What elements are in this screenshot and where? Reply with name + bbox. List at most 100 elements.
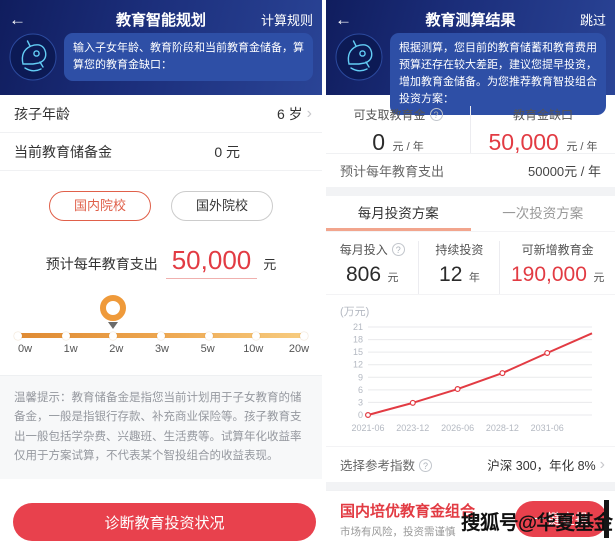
reference-index-label-text: 选择参考指数 — [340, 459, 416, 473]
new-fund-stat: 可新增教育金 190,000 元 — [499, 241, 615, 294]
svg-text:2023-12: 2023-12 — [396, 423, 429, 433]
monthly-input-label: 每月投入 — [339, 243, 388, 257]
slider-tick-label: 20w — [288, 343, 310, 355]
assistant-bubble: 输入子女年龄、教育阶段和当前教育金储备，算算您的教育金缺口： — [64, 33, 313, 82]
svg-text:2021-06: 2021-06 — [351, 423, 384, 433]
growth-chart-block: (万元) 0 3 6 9 12 15 18 21 2021-06 2023-12 2026-06 20… — [326, 294, 615, 446]
child-age-value: 6 岁 › — [277, 104, 312, 124]
back-icon[interactable]: ← — [335, 9, 352, 29]
help-icon[interactable]: ? — [391, 243, 405, 256]
section-divider — [326, 482, 615, 490]
right-page-title: 教育测算结果 — [425, 11, 516, 29]
diagnose-investment-button[interactable]: 诊断教育投资状况 — [13, 503, 316, 541]
bottom-action-bar: 国内培优教育金组合 市场有风险，投资需谨慎 一键定投 — [326, 490, 615, 542]
reserve-label: 当前教育储备金 — [14, 143, 112, 160]
monthly-input-unit: 元 — [387, 272, 399, 284]
child-age-label: 孩子年龄 — [14, 105, 70, 122]
svg-text:3: 3 — [358, 397, 363, 407]
slider-tick-dot[interactable] — [14, 331, 22, 340]
reserve-value: 0 元 — [214, 143, 240, 160]
slider-handle-pointer — [108, 322, 119, 329]
help-icon[interactable]: ? — [419, 459, 433, 472]
duration-label: 持续投资 — [435, 243, 484, 257]
chevron-right-icon: › — [599, 455, 605, 473]
slider-tick-labels: 0w 1w 2w 3w 5w 10w 20w — [12, 343, 312, 355]
tab-onetime-plan[interactable]: 一次投资方案 — [502, 206, 584, 221]
new-fund-label: 可新增教育金 — [521, 243, 594, 257]
svg-text:0: 0 — [358, 410, 363, 420]
right-nav-bar: ← 教育测算结果 跳过 — [335, 7, 606, 31]
tab-monthly-plan[interactable]: 每月投资方案 — [326, 196, 471, 231]
left-banner: ← 教育智能规划 计算规则 — [0, 0, 322, 95]
calc-rules-link[interactable]: 计算规则 — [260, 12, 313, 28]
annual-expense-label: 预计每年教育支出 — [340, 164, 445, 179]
gap-value: 50,000 — [488, 129, 559, 155]
growth-line-chart: 0 3 6 9 12 15 18 21 2021-06 2023-12 2026-06 2028-12… — [351, 322, 593, 433]
slider-tick-dot[interactable] — [157, 331, 165, 340]
plan-tabs: 每月投资方案 一次投资方案 — [326, 196, 615, 232]
slider-tick-label: 0w — [17, 343, 33, 355]
slider-tick-dot[interactable] — [252, 331, 261, 340]
svg-text:21: 21 — [353, 322, 363, 332]
left-nav-bar: ← 教育智能规划 计算规则 — [9, 7, 313, 31]
gap-stat: 教育金缺口 50,000 元 / 年 — [470, 106, 615, 155]
school-type-switch: 国内院校 国外院校 — [0, 191, 322, 221]
withdrawable-unit: 元 / 年 — [392, 141, 424, 153]
plan-stats: 每月投入? 806 元 持续投资 12 年 可新增教育金 190,000 元 — [326, 232, 615, 294]
annual-expense-row: 预计每年教育支出 50,000 元 — [0, 245, 322, 279]
robot-avatar-icon — [335, 33, 383, 81]
slider-tick-label: 10w — [243, 343, 264, 355]
reserve-row[interactable]: 当前教育储备金 0 元 — [0, 133, 322, 171]
monthly-input-stat: 每月投入? 806 元 — [326, 241, 418, 294]
svg-text:12: 12 — [353, 360, 363, 370]
chart-unit-label: (万元) — [340, 306, 370, 318]
domestic-school-pill[interactable]: 国内院校 — [48, 191, 151, 221]
summary-stats: 可支取教育金? 0 元 / 年 教育金缺口 50,000 元 / 年 — [326, 95, 615, 155]
withdrawable-value: 0 — [372, 129, 386, 155]
monthly-input-value: 806 — [345, 263, 382, 286]
one-click-invest-button[interactable]: 一键定投 — [515, 501, 607, 537]
help-icon[interactable]: ? — [429, 108, 443, 121]
slider-handle[interactable] — [98, 295, 128, 329]
duration-value: 12 — [439, 263, 463, 286]
new-fund-unit: 元 — [593, 272, 605, 284]
slider-handle-ring — [100, 295, 127, 321]
svg-text:9: 9 — [358, 372, 363, 382]
chevron-right-icon: › — [306, 104, 312, 122]
duration-stat: 持续投资 12 年 — [418, 241, 499, 294]
reference-index-row[interactable]: 选择参考指数? 沪深 300，年化 8% › — [326, 446, 615, 482]
slider-tick-dot[interactable] — [61, 331, 70, 340]
child-age-text: 6 岁 — [276, 105, 303, 122]
watermark-cursor-bar — [604, 500, 609, 538]
tip-section: 温馨提示：教育储备金是指您当前计划用于子女教育的储备金，一般是指银行存款、补充商… — [0, 375, 322, 479]
annual-expense-value[interactable]: 50,000 — [165, 245, 258, 279]
gap-unit: 元 / 年 — [566, 141, 598, 153]
left-banner-body: 输入子女年龄、教育阶段和当前教育金储备，算算您的教育金缺口： — [9, 33, 313, 82]
skip-link[interactable]: 跳过 — [579, 12, 606, 28]
left-page-title: 教育智能规划 — [115, 11, 206, 29]
expense-slider: 0w 1w 2w 3w 5w 10w 20w — [14, 287, 309, 359]
section-divider — [326, 187, 615, 196]
slider-track[interactable] — [14, 331, 308, 340]
slider-tick-dot[interactable] — [109, 331, 118, 340]
duration-unit: 年 — [468, 272, 480, 284]
screen-education-planning: ← 教育智能规划 计算规则 — [0, 0, 322, 542]
annual-expense-row: 预计每年教育支出 50000元 / 年 — [326, 153, 615, 187]
slider-tick-dot[interactable] — [300, 331, 308, 340]
slider-tick-label: 2w — [109, 343, 124, 355]
new-fund-value: 190,000 — [510, 263, 587, 286]
slider-tick-dot[interactable] — [204, 331, 213, 340]
assistant-bubble: 根据测算，您目前的教育储蓄和教育费用预算还存在较大差距，建议您提早投资，增加教育… — [390, 33, 606, 116]
right-banner-body: 根据测算，您目前的教育储蓄和教育费用预算还存在较大差距，建议您提早投资，增加教育… — [335, 33, 606, 116]
annual-expense-label: 预计每年教育支出 — [45, 256, 158, 272]
robot-avatar-icon — [9, 33, 57, 81]
withdrawable-stat: 可支取教育金? 0 元 / 年 — [326, 106, 470, 155]
svg-text:18: 18 — [353, 335, 363, 345]
slider-tick-label: 1w — [63, 343, 78, 355]
svg-text:2026-06: 2026-06 — [441, 423, 474, 433]
back-icon[interactable]: ← — [9, 9, 26, 29]
overseas-school-pill[interactable]: 国外院校 — [171, 191, 274, 221]
child-age-row[interactable]: 孩子年龄 6 岁 › — [0, 95, 322, 133]
portfolio-title: 国内培优教育金组合 — [340, 502, 476, 520]
annual-expense-value: 50000元 / 年 — [528, 164, 601, 179]
